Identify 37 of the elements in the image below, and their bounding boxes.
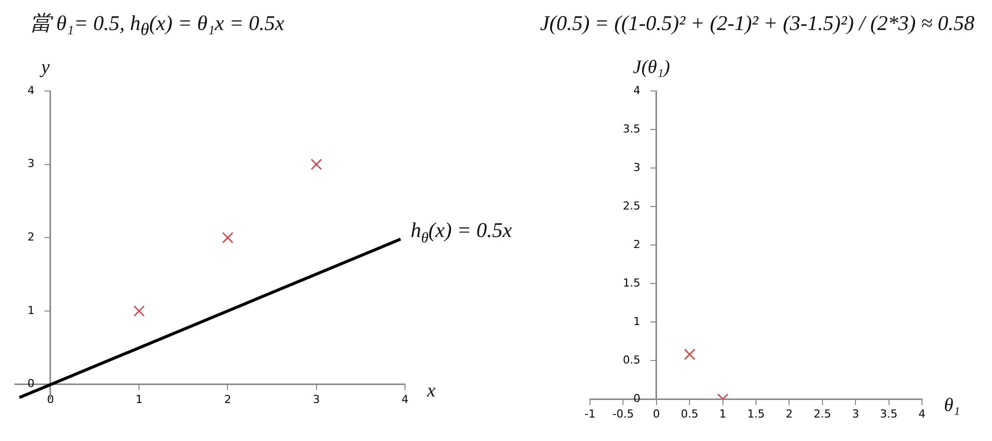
x-tick-label: 3 [312, 392, 320, 406]
y-tick-label: 3 [633, 160, 640, 174]
point [222, 232, 234, 244]
x-tick-label: 2 [224, 392, 232, 406]
x-tick-label: 4 [918, 407, 926, 420]
y-tick-label: 3 [27, 157, 34, 170]
y-tick-label: 4 [27, 84, 34, 97]
x-tick-label: 2.5 [814, 407, 832, 420]
point [310, 158, 322, 170]
chart-title: J(0.5) = ((1-0.5)² + (2-1)² + (3-1.5)²) / (2*3) ≈ 0.58 [540, 10, 976, 37]
x-tick-label: 2 [786, 407, 793, 420]
x-tick-label: 1 [719, 407, 726, 420]
x-tick-label: 1 [136, 392, 143, 406]
point [133, 305, 145, 317]
x-tick-label: 0.5 [680, 407, 698, 420]
y-tick-label: 3.5 [622, 122, 640, 136]
chart-title: 當 θ₁= 0.5, h$_{θ}$(x) = θ₁x = 0.5x [29, 10, 286, 42]
x-tick-label: -0.5 [612, 407, 634, 420]
x-tick-label: 0 [652, 407, 660, 420]
x-tick-label: -1 [584, 407, 596, 420]
x-tick-label: 3 [852, 407, 860, 420]
x-axis-title: θ₁ [944, 395, 960, 416]
y-axis-title: J(θ₁) [632, 57, 670, 78]
x-tick-label: 4 [402, 392, 408, 406]
y-tick-label: 2 [27, 230, 34, 244]
x-tick-label: 1.5 [747, 407, 765, 420]
x-tick-label: 3.5 [880, 407, 898, 420]
x-axis-title: x [426, 380, 436, 402]
y-tick-label: 1.5 [622, 276, 640, 290]
y-tick-label: 1 [27, 304, 34, 317]
y-tick-label: 1 [633, 314, 640, 328]
y-tick-label: 2.5 [622, 199, 640, 212]
y-axis-title: y [39, 57, 50, 78]
y-tick-label: 2 [633, 238, 640, 251]
y-tick-label: 0 [27, 377, 34, 390]
y-tick-label: 4 [633, 84, 640, 97]
y-tick-label: 0.5 [622, 353, 640, 366]
